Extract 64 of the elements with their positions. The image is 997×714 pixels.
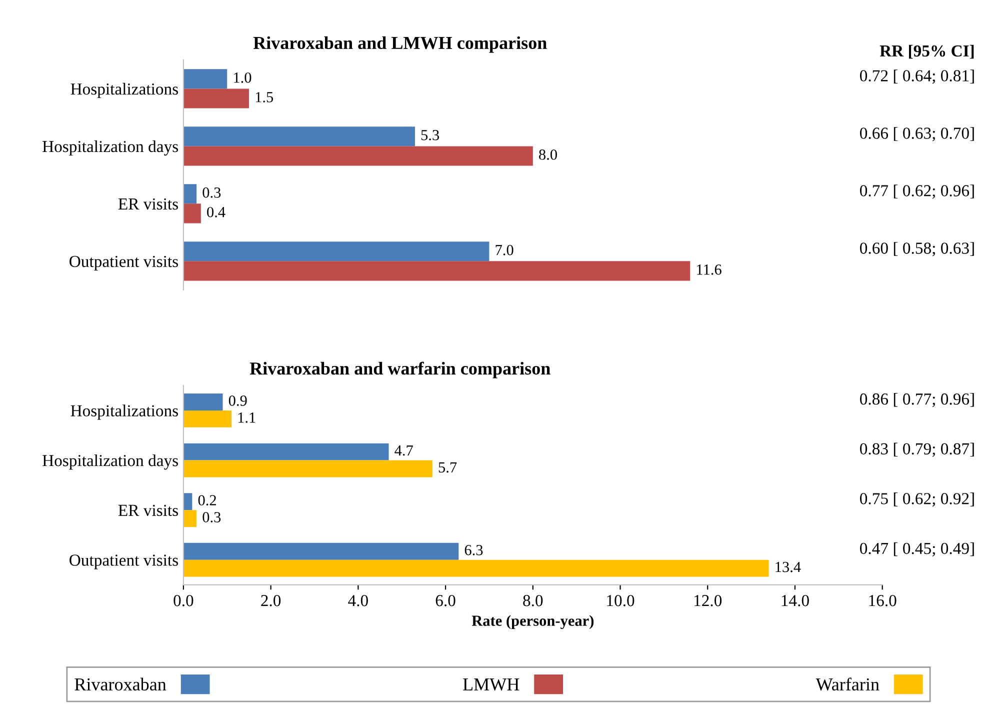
data-label: 11.6 — [697, 264, 722, 275]
legend-label: Warfarin — [816, 678, 880, 691]
bar — [183, 443, 389, 460]
data-label: 6.3 — [464, 544, 483, 556]
data-label: 0.3 — [202, 512, 221, 522]
data-label: 8.0 — [539, 149, 557, 160]
annotation: 0.66 [ 0.63; 0.70] — [860, 127, 974, 142]
y-tick-label: Outpatient visits — [70, 256, 178, 270]
x-tick-label: 10.0 — [607, 594, 634, 606]
data-label: 0.9 — [228, 396, 247, 406]
legend-label: LMWH — [463, 678, 520, 691]
data-label: 1.0 — [234, 72, 252, 83]
y-tick-label: Hospitalization days — [42, 140, 178, 156]
bar — [183, 88, 249, 108]
y-tick-label: Hospitalization days — [42, 454, 178, 470]
chart-title: Rivaroxaban and warfarin comparison — [250, 362, 550, 378]
bar — [183, 261, 690, 281]
bar — [183, 493, 192, 510]
data-label: 4.7 — [394, 445, 413, 456]
chart-title: Rivaroxaban and LMWH comparison — [253, 36, 547, 53]
bar — [183, 242, 490, 262]
bar — [183, 126, 415, 146]
bar — [183, 542, 459, 560]
y-tick-label: Hospitalizations — [70, 404, 178, 420]
data-label: 7.0 — [496, 244, 514, 256]
x-tick-label: 14.0 — [782, 594, 809, 606]
annotation: 0.47 [ 0.45; 0.49] — [860, 542, 974, 556]
bar — [183, 394, 223, 410]
x-tick-label: 4.0 — [348, 594, 368, 606]
x-tick-label: 2.0 — [261, 594, 281, 606]
data-label: 1.1 — [238, 412, 256, 423]
bar — [183, 69, 228, 89]
data-label: 13.4 — [776, 562, 801, 572]
legend-label: Rivaroxaban — [74, 678, 166, 691]
annotation: 0.83 [ 0.79; 0.87] — [860, 442, 974, 457]
data-label: 5.7 — [438, 462, 457, 473]
x-tick-label: 16.0 — [869, 594, 896, 606]
bar — [183, 460, 432, 478]
bar — [183, 410, 232, 428]
y-tick-label: ER visits — [118, 504, 178, 516]
bar — [183, 204, 201, 224]
bar — [183, 146, 533, 166]
annotation: 0.75 [ 0.62; 0.92] — [860, 492, 974, 507]
annotation: 0.77 [ 0.62; 0.96] — [860, 184, 974, 199]
text: RR [95% CI] — [880, 44, 974, 59]
bar — [183, 510, 197, 527]
annotation: 0.72 [ 0.64; 0.81] — [860, 70, 974, 84]
bar — [183, 184, 197, 204]
annotation: 0.60 [ 0.58; 0.63] — [860, 242, 974, 256]
x-tick-label: 12.0 — [694, 594, 722, 606]
data-label: 5.3 — [421, 130, 440, 140]
y-tick-label: Hospitalizations — [70, 82, 178, 98]
data-label: 0.4 — [207, 206, 226, 218]
annotation: 0.86 [ 0.77; 0.96] — [860, 392, 974, 408]
data-label: 0.3 — [202, 187, 221, 198]
x-tick-label: 6.0 — [436, 594, 456, 606]
data-label: 1.5 — [256, 92, 274, 102]
y-tick-label: ER visits — [118, 198, 178, 210]
x-tick-label: 8.0 — [523, 594, 543, 606]
x-axis-title: Rate (person-year) — [472, 615, 594, 630]
x-tick-label: 0.0 — [174, 594, 194, 606]
data-label: 0.2 — [198, 495, 216, 506]
bar — [183, 560, 769, 577]
y-tick-label: Outpatient visits — [70, 554, 178, 570]
